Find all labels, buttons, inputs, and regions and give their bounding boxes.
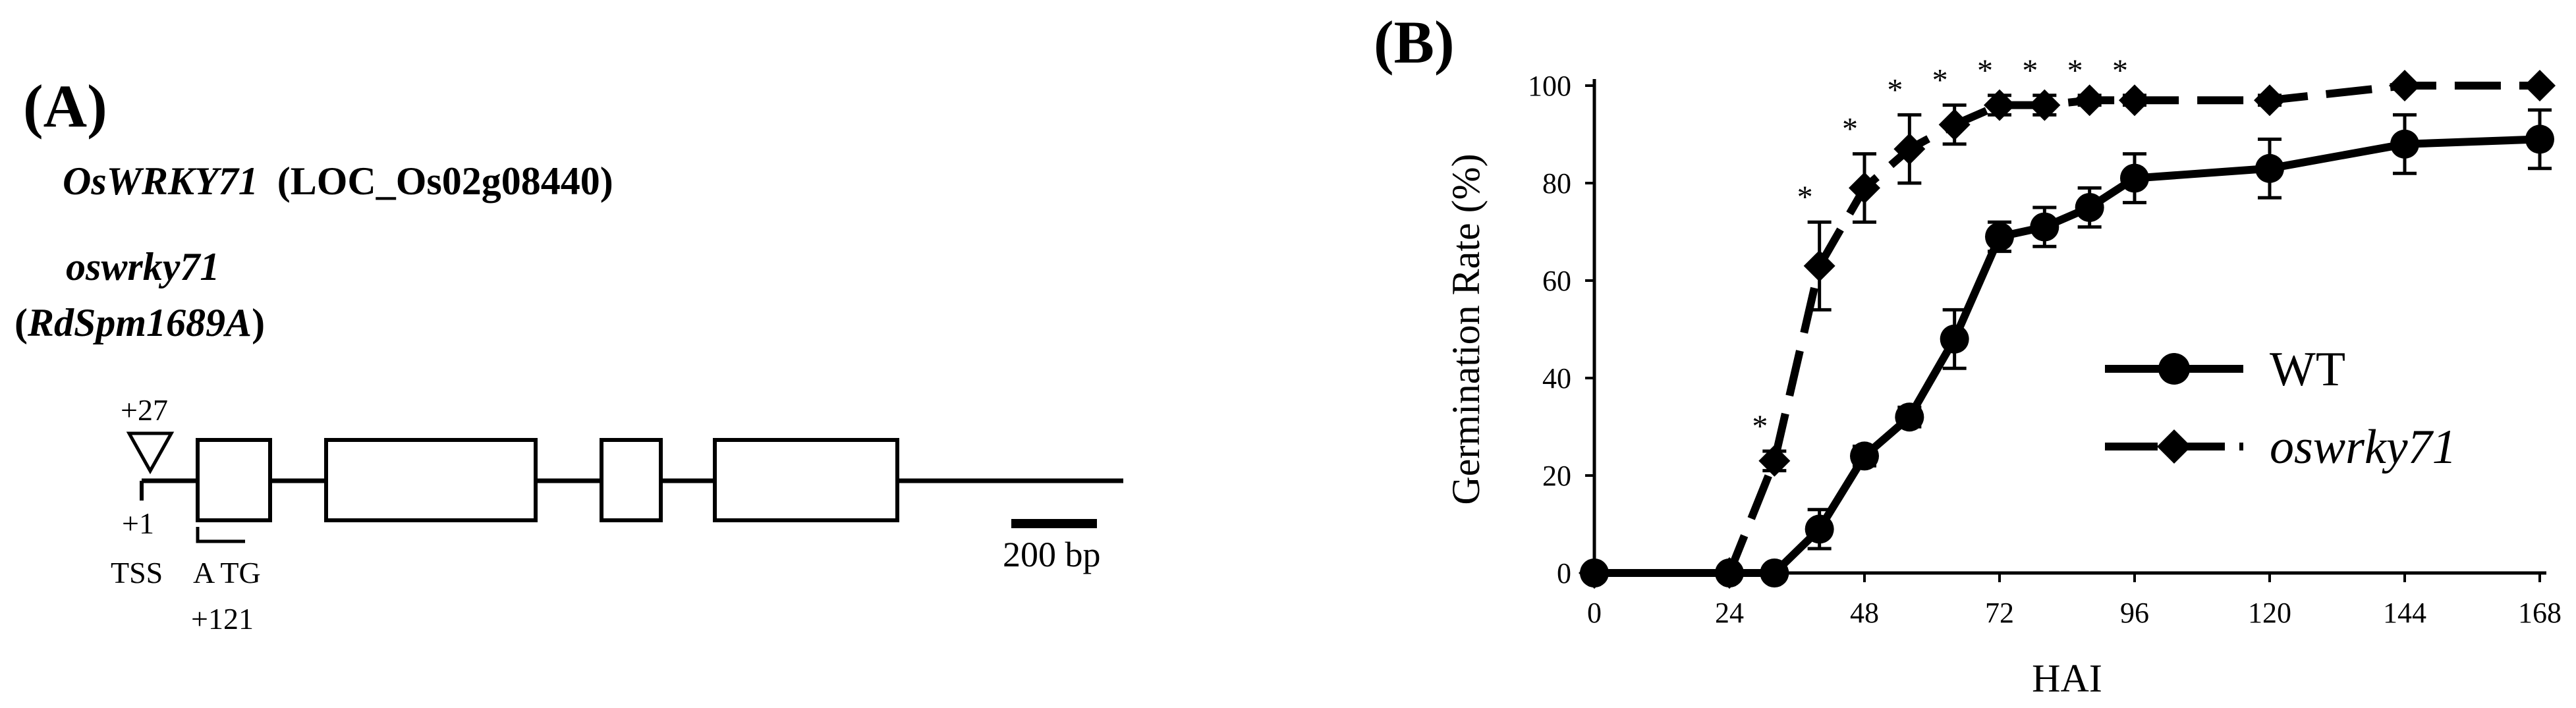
exon-2 bbox=[324, 438, 538, 522]
significance-star: * bbox=[1977, 53, 1993, 88]
exon-1 bbox=[196, 438, 272, 522]
insertion-position: +27 bbox=[121, 393, 168, 427]
series-2-point bbox=[2524, 70, 2556, 101]
x-tick-label: 144 bbox=[2383, 597, 2426, 629]
atg-position: +121 bbox=[191, 602, 254, 636]
x-tick-label: 120 bbox=[2248, 597, 2291, 629]
legend-label-1: WT bbox=[2270, 342, 2345, 396]
gene-model bbox=[126, 431, 1123, 543]
series-1-point bbox=[2390, 129, 2419, 159]
series-2-point bbox=[2073, 84, 2106, 117]
gene-locus: (LOC_Os02g08440) bbox=[277, 159, 613, 203]
y-axis-label: Germination Rate (%) bbox=[1444, 153, 1488, 504]
gene-title: OsWRKY71 (LOC_Os02g08440) bbox=[63, 159, 613, 203]
tss-label: TSS bbox=[111, 556, 163, 589]
series-2-point bbox=[2254, 84, 2285, 117]
series-1-line bbox=[1594, 135, 2540, 577]
panel-b-label: (B) bbox=[1374, 9, 1455, 76]
x-tick-label: 0 bbox=[1587, 597, 1602, 629]
error-bars bbox=[1762, 94, 2552, 551]
x-tick-label: 96 bbox=[2120, 597, 2149, 629]
significance-star: * bbox=[2112, 53, 2128, 88]
series-lines bbox=[1594, 82, 2540, 577]
x-tick-label: 72 bbox=[1985, 597, 2014, 629]
significance-star: * bbox=[1752, 409, 1768, 444]
exon-3 bbox=[600, 438, 663, 522]
legend-marker-circle bbox=[2158, 353, 2190, 385]
series-1-point bbox=[2030, 212, 2059, 242]
series-1-point bbox=[1985, 222, 2014, 252]
significance-star: * bbox=[2022, 53, 2038, 88]
insertion-triangle-icon bbox=[126, 431, 175, 475]
scale-label: 200 bp bbox=[1003, 535, 1101, 574]
legend-label-2: oswrky71 bbox=[2270, 420, 2457, 474]
series-1-point bbox=[1940, 324, 1969, 354]
y-tick-label: 0 bbox=[1557, 557, 1571, 589]
series-2-point bbox=[2389, 70, 2421, 101]
legend: WT oswrky71 bbox=[2105, 342, 2457, 474]
series-1-point bbox=[1760, 558, 1789, 587]
series-2-point bbox=[1714, 557, 1745, 589]
series-2-line bbox=[1594, 82, 2540, 577]
significance-star: * bbox=[2067, 53, 2083, 88]
gene-name: OsWRKY71 bbox=[63, 159, 258, 203]
allele-name: RdSpm1689A bbox=[27, 301, 252, 344]
series-2-point bbox=[1849, 172, 1880, 204]
atg-label: A TG bbox=[193, 556, 261, 589]
series-1-point bbox=[1850, 441, 1879, 471]
exon-4 bbox=[713, 438, 899, 522]
legend-marker-diamond bbox=[2157, 429, 2191, 464]
allele-label: (RdSpm1689A) bbox=[14, 301, 265, 344]
series-1-point bbox=[2075, 193, 2104, 222]
series-2-point bbox=[1579, 557, 1610, 589]
significance-star: * bbox=[1932, 63, 1948, 98]
germination-chart: 0 24 48 72 96 120 144 168 0 20 40 60 80 100 HAI Germina… bbox=[1444, 53, 2562, 700]
panel-b: (B) 0 24 48 72 96 120 144 168 0 20 40 60 80 100 HAI Ger… bbox=[1374, 9, 2562, 700]
axes: 0 24 48 72 96 120 144 168 0 20 40 60 80 100 HAI Germina… bbox=[1444, 70, 2562, 700]
atg-bracket bbox=[196, 527, 245, 543]
significance-star: * bbox=[1797, 180, 1813, 215]
y-tick-label: 20 bbox=[1542, 460, 1571, 492]
x-tick-label: 24 bbox=[1715, 597, 1744, 629]
y-tick-label: 40 bbox=[1542, 362, 1571, 395]
series-2-point bbox=[1938, 109, 1971, 141]
significance-star: * bbox=[1842, 112, 1858, 147]
series-1-point bbox=[2255, 153, 2284, 183]
series-1-point bbox=[1805, 514, 1834, 544]
y-tick-label: 100 bbox=[1528, 70, 1571, 102]
panel-a-label: (A) bbox=[23, 72, 107, 140]
tss-position: +1 bbox=[122, 506, 154, 540]
series-2-point bbox=[2029, 89, 2061, 121]
y-tick-label: 80 bbox=[1542, 167, 1571, 200]
series-2-point bbox=[1893, 133, 1926, 165]
significance-markers: * * * * * * * * * bbox=[1752, 53, 2128, 444]
x-tick-label: 48 bbox=[1850, 597, 1879, 629]
series-2-point bbox=[1803, 250, 1835, 282]
series-2-point bbox=[2119, 84, 2150, 117]
panel-a: (A) OsWRKY71 (LOC_Os02g08440) oswrky71 (… bbox=[14, 72, 1123, 636]
series-markers bbox=[1579, 70, 2556, 589]
series-2-point bbox=[1984, 89, 2015, 121]
allele-close: ) bbox=[252, 301, 265, 344]
series-2-point bbox=[1758, 445, 1791, 477]
series-1-point bbox=[2525, 124, 2554, 154]
series-1-point bbox=[2120, 163, 2149, 193]
allele-open: ( bbox=[14, 301, 28, 344]
mutant-name: oswrky71 bbox=[66, 245, 219, 288]
y-tick-label: 60 bbox=[1542, 265, 1571, 297]
significance-star: * bbox=[1887, 72, 1903, 107]
series-1-point bbox=[1895, 402, 1924, 432]
x-tick-label: 168 bbox=[2518, 597, 2562, 629]
x-axis-label: HAI bbox=[2032, 657, 2102, 700]
